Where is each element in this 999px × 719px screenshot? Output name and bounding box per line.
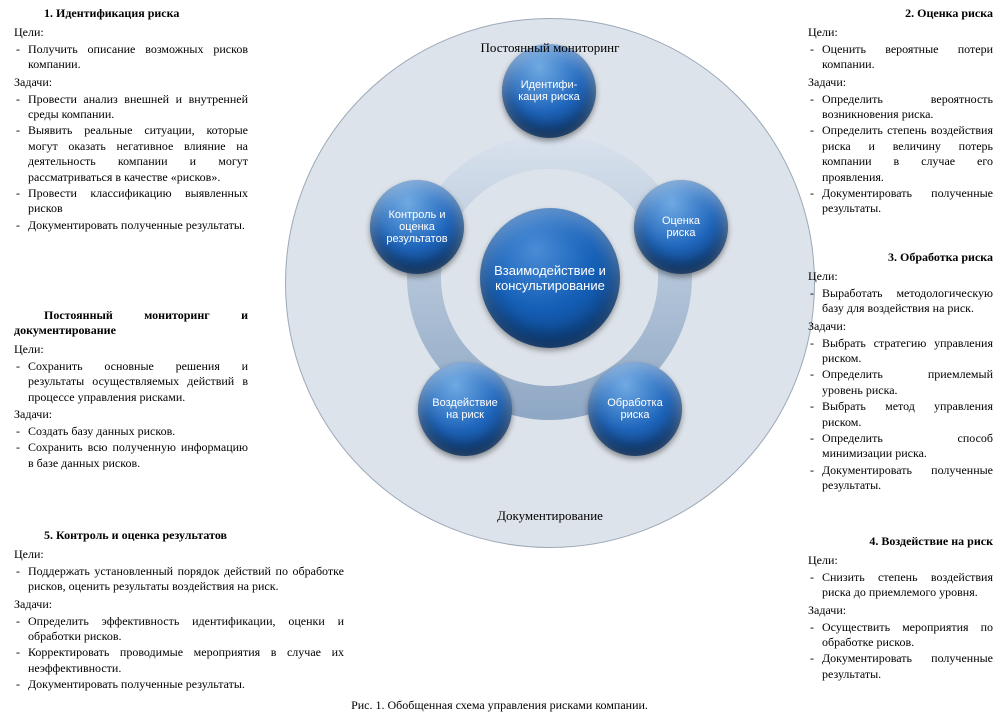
goals-list: Оценить вероятные потери компании.: [808, 42, 993, 73]
goal-item: Снизить степень воздействия риска до при…: [808, 570, 993, 601]
section-title: 2. Оценка риска: [808, 6, 993, 21]
task-item: Определить эффективность идентификации, …: [14, 614, 344, 645]
section-title: 1. Идентификация риска: [14, 6, 248, 21]
section-2: 3. Обработка риска Цели: Выработать методо…: [808, 250, 993, 494]
tasks-list: Создать базу данных рисков.Сохранить всю…: [14, 424, 248, 471]
task-item: Провести классификацию выявленных рисков: [14, 186, 248, 217]
top-label: Постоянный мониторинг: [430, 40, 670, 56]
tasks-heading: Задачи:: [808, 319, 993, 334]
task-item: Определить способ минимизации риска.: [808, 431, 993, 462]
cycle-node-label: Оценкариска: [658, 215, 704, 239]
section-1: 2. Оценка риска Цели: Оценить вероятные по…: [808, 6, 993, 218]
task-item: Выбрать стратегию управления риском.: [808, 336, 993, 367]
cycle-node-label: Обработкариска: [603, 397, 666, 421]
goals-heading: Цели:: [14, 342, 248, 357]
tasks-list: Провести анализ внешней и внутренней сре…: [14, 92, 248, 233]
tasks-list: Определить вероятность возникновения рис…: [808, 92, 993, 217]
task-item: Корректировать проводимые мероприятия в …: [14, 645, 344, 676]
section-title: Постоянный мониторинг и документирование: [14, 308, 248, 338]
figure-caption: Рис. 1. Обобщенная схема управления риск…: [0, 698, 999, 713]
cycle-node-label: Идентифи-кация риска: [514, 79, 584, 103]
tasks-heading: Задачи:: [14, 597, 344, 612]
goals-heading: Цели:: [808, 25, 993, 40]
tasks-heading: Задачи:: [14, 75, 248, 90]
task-item: Выбрать метод управления риском.: [808, 399, 993, 430]
task-item: Документировать полученные результаты.: [14, 677, 344, 692]
cycle-node-3: Воздействиена риск: [418, 362, 512, 456]
task-item: Документировать полученные результаты.: [14, 218, 248, 233]
cycle-node-2: Обработкариска: [588, 362, 682, 456]
task-item: Сохранить всю полученную информацию в ба…: [14, 440, 248, 471]
task-item: Документировать полученные результаты.: [808, 463, 993, 494]
diagram-canvas: Взаимодействие и консультирование Иденти…: [270, 0, 820, 670]
goals-heading: Цели:: [14, 547, 344, 562]
section-title: 5. Контроль и оценка результатов: [14, 528, 344, 543]
goals-list: Получить описание возможных рисков компа…: [14, 42, 248, 73]
goals-heading: Цели:: [808, 269, 993, 284]
tasks-list: Осуществить мероприятия по обработке рис…: [808, 620, 993, 682]
goal-item: Оценить вероятные потери компании.: [808, 42, 993, 73]
task-item: Документировать полученные результаты.: [808, 186, 993, 217]
section-3: 4. Воздействие на риск Цели: Снизить степе…: [808, 534, 993, 683]
task-item: Определить приемлемый уровень риска.: [808, 367, 993, 398]
tasks-heading: Задачи:: [14, 407, 248, 422]
task-item: Определить степень воздействия риска и в…: [808, 123, 993, 184]
goals-list: Снизить степень воздействия риска до при…: [808, 570, 993, 601]
section-title: 4. Воздействие на риск: [808, 534, 993, 549]
goals-list: Выработать методологическую базу для воз…: [808, 286, 993, 317]
section-5: Постоянный мониторинг и документирование…: [14, 308, 248, 472]
cycle-node-label: Контроль иоценкарезультатов: [382, 209, 451, 245]
cycle-node-4: Контроль иоценкарезультатов: [370, 180, 464, 274]
center-node: Взаимодействие и консультирование: [480, 208, 620, 348]
section-4: 5. Контроль и оценка результатов Цели: Под…: [14, 528, 344, 694]
center-node-label: Взаимодействие и консультирование: [480, 263, 620, 293]
tasks-heading: Задачи:: [808, 603, 993, 618]
task-item: Выявить реальные ситуации, которые могут…: [14, 123, 248, 184]
task-item: Провести анализ внешней и внутренней сре…: [14, 92, 248, 123]
bottom-label: Документирование: [430, 508, 670, 524]
goal-item: Получить описание возможных рисков компа…: [14, 42, 248, 73]
cycle-node-0: Идентифи-кация риска: [502, 44, 596, 138]
section-0: 1. Идентификация риска Цели: Получить опис…: [14, 6, 248, 234]
goal-item: Выработать методологическую базу для воз…: [808, 286, 993, 317]
goals-heading: Цели:: [14, 25, 248, 40]
task-item: Документировать полученные результаты.: [808, 651, 993, 682]
task-item: Осуществить мероприятия по обработке рис…: [808, 620, 993, 651]
goals-list: Сохранить основные решения и результаты …: [14, 359, 248, 405]
tasks-list: Выбрать стратегию управления риском.Опре…: [808, 336, 993, 494]
section-title: 3. Обработка риска: [808, 250, 993, 265]
goals-list: Поддержать установленный порядок действи…: [14, 564, 344, 595]
goal-item: Поддержать установленный порядок действи…: [14, 564, 344, 595]
task-item: Определить вероятность возникновения рис…: [808, 92, 993, 123]
cycle-node-label: Воздействиена риск: [428, 397, 501, 421]
tasks-heading: Задачи:: [808, 75, 993, 90]
cycle-node-1: Оценкариска: [634, 180, 728, 274]
goals-heading: Цели:: [808, 553, 993, 568]
task-item: Создать базу данных рисков.: [14, 424, 248, 439]
goal-item: Сохранить основные решения и результаты …: [14, 359, 248, 405]
tasks-list: Определить эффективность идентификации, …: [14, 614, 344, 693]
